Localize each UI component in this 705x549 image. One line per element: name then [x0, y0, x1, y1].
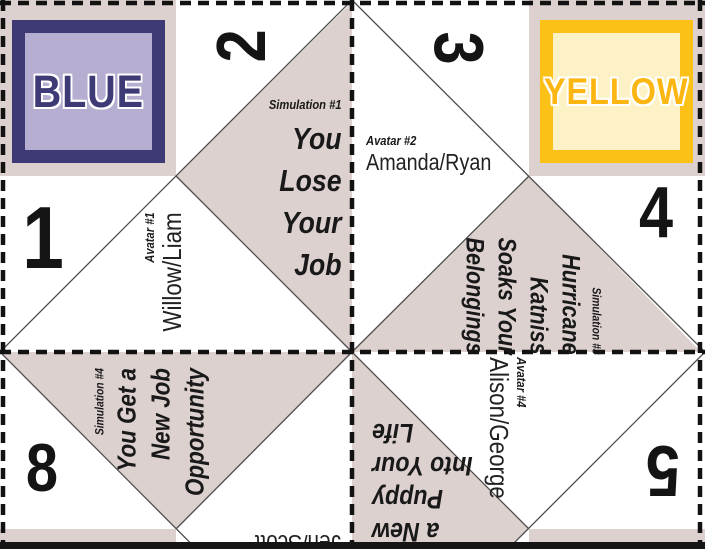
triangle-simulation-4	[0, 352, 352, 529]
simulation-1-text-line: You	[292, 121, 342, 156]
simulation-1-label: Simulation #1	[269, 97, 342, 112]
triangle-simulation-3	[352, 176, 701, 352]
simulation-1-text-line: Job	[294, 247, 342, 282]
blue-label: BLUE	[32, 65, 145, 117]
bottom-edge-bar	[0, 542, 705, 549]
avatar-1-label: Avatar #1	[142, 212, 157, 263]
simulation-3-text-line: Belongings	[460, 237, 489, 355]
simulation-3-text-line: Soaks Your	[492, 237, 521, 355]
simulation-2-panel: a New Puppy Into Your Life	[372, 414, 520, 548]
avatar-2-label: Avatar #2	[366, 133, 417, 148]
flap-number-3: 3	[420, 31, 498, 65]
avatar-2-panel: Avatar #2 Amanda/Ryan	[366, 133, 491, 175]
yellow-corner-square: YELLOW	[540, 20, 693, 163]
triangle-simulation-1	[176, 2, 352, 352]
flap-number-5: 5	[645, 430, 681, 510]
simulation-1-panel: Simulation #1 You Lose Your Job	[269, 97, 342, 286]
yellow-label: YELLOW	[544, 70, 689, 112]
simulation-1-text-line: Lose	[279, 163, 342, 198]
simulation-3-text-line: Katniss	[524, 276, 553, 355]
simulation-3-text-line: Hurricane	[556, 254, 585, 355]
blue-corner-square: BLUE	[12, 20, 165, 163]
flap-number-8: 8	[25, 430, 59, 506]
simulation-3-panel: Simulation #3 Hurricane Katniss Soaks Yo…	[459, 237, 604, 354]
simulation-4-text-line: Opportunity	[179, 368, 210, 496]
simulation-2-text-line: Life	[372, 418, 414, 448]
flap-number-1: 1	[22, 188, 64, 287]
avatar-1-panel: Avatar #1 Willow/Liam	[142, 212, 187, 332]
simulation-1-text-line: Your	[282, 205, 342, 240]
flap-number-2: 2	[202, 29, 280, 63]
simulation-4-text-line: You Get a	[111, 368, 142, 472]
flap-number-4: 4	[638, 173, 674, 253]
simulation-3-label: Simulation #3	[589, 287, 604, 355]
triangle-simulation-2	[352, 352, 529, 549]
avatar-1-name: Willow/Liam	[157, 212, 187, 332]
simulation-4-panel: Simulation #4 You Get a New Job Opportun…	[93, 368, 212, 496]
simulation-4-label: Simulation #4	[92, 368, 107, 436]
avatar-2-name: Amanda/Ryan	[366, 149, 492, 175]
simulation-4-text-line: New Job	[145, 368, 176, 460]
simulation-2-text-line: Puppy	[372, 484, 444, 514]
simulation-2-text-line: Into Your	[372, 451, 473, 481]
